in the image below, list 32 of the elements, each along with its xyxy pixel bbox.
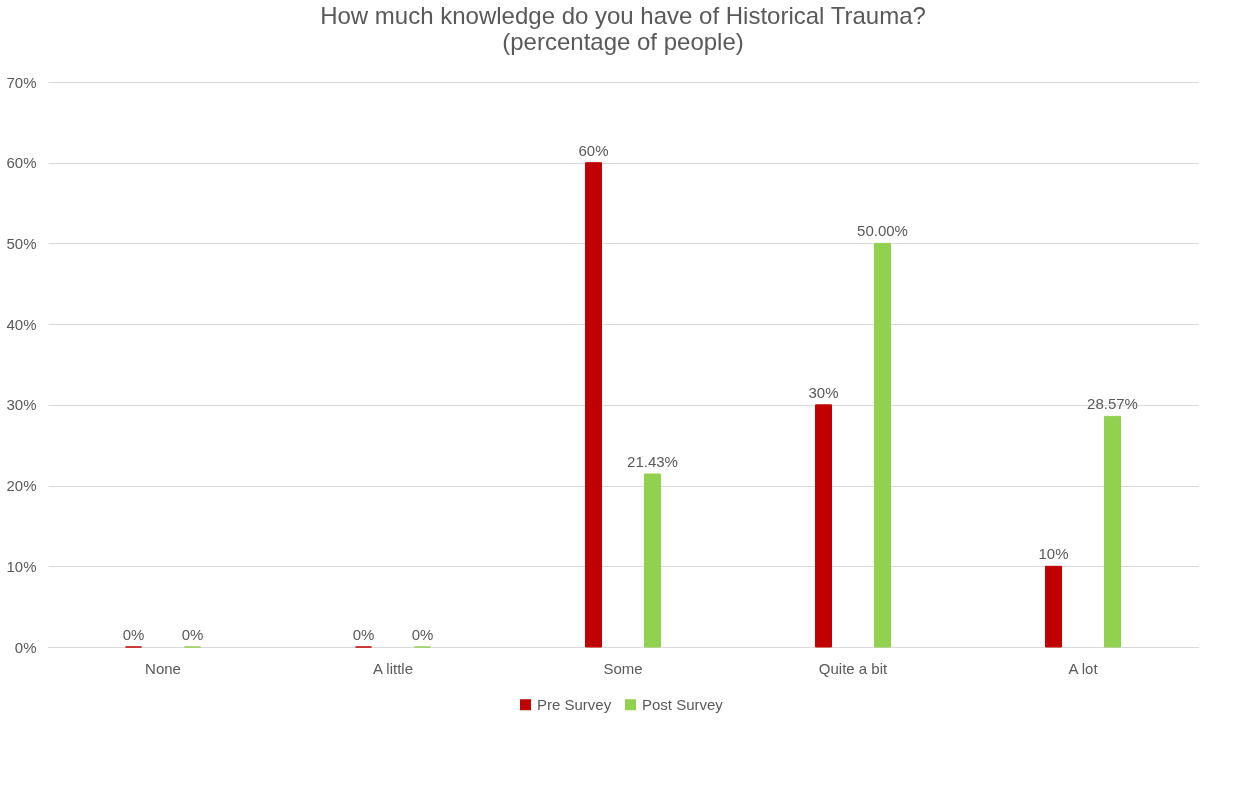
bar <box>643 473 661 648</box>
data-label: 50.00% <box>857 222 908 240</box>
y-tick-label: 40% <box>6 315 37 333</box>
y-tick-label: 30% <box>6 396 37 414</box>
bar <box>585 162 603 648</box>
data-label: 30% <box>808 383 839 401</box>
data-label: 0% <box>181 626 204 643</box>
x-tick-label: Some <box>603 659 643 677</box>
y-tick-label: 10% <box>6 557 37 575</box>
x-tick-label: None <box>145 659 181 677</box>
chart-title: How much knowledge do you have of Historical Trauma? (percentage of people) <box>320 2 926 55</box>
bar <box>1045 565 1063 648</box>
data-label: 21.43% <box>627 453 678 471</box>
data-label: 0% <box>122 626 145 643</box>
bar <box>1103 415 1121 648</box>
x-tick-label: A lot <box>1068 659 1099 677</box>
data-label: 0% <box>352 626 375 643</box>
y-tick-label: 20% <box>6 477 37 495</box>
y-tick-label: 60% <box>6 154 37 172</box>
data-label: 10% <box>1038 545 1069 563</box>
legend-label: Post Survey <box>642 695 724 713</box>
bar <box>815 404 833 648</box>
legend-label: Pre Survey <box>537 695 612 713</box>
y-tick-label: 70% <box>6 73 37 91</box>
data-label: 28.57% <box>1087 395 1138 413</box>
y-tick-label: 0% <box>14 638 37 656</box>
bar <box>873 242 891 648</box>
x-tick-label: A little <box>372 659 414 677</box>
x-tick-label: Quite a bit <box>818 659 889 677</box>
y-tick-label: 50% <box>6 234 37 252</box>
data-label: 0% <box>411 626 434 643</box>
data-label: 60% <box>578 141 609 159</box>
